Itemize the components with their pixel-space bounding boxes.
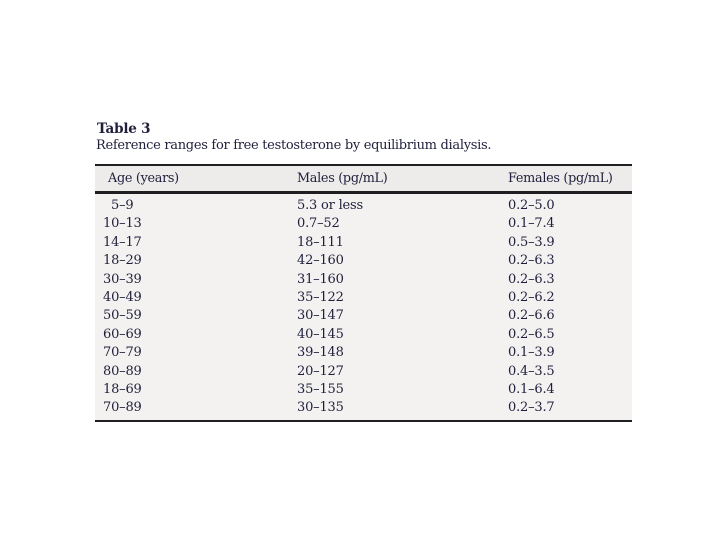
cell-males: 5.3 or less [297,198,363,213]
table-label: Table 3 [97,121,151,137]
cell-males: 39–148 [297,345,344,361]
table-row: 50–59 30–147 0.2–6.6 [95,307,632,325]
table-figure: Table 3 Reference ranges for free testos… [95,121,632,422]
cell-age: 70–79 [103,345,142,361]
cell-females: 0.1–7.4 [508,216,555,232]
table-row: 5–9 5.3 or less 0.2–5.0 [95,197,632,215]
table-row: 18–69 35–155 0.1–6.4 [95,381,632,399]
cell-females: 0.2–6.3 [508,271,555,287]
cell-age: 60–69 [103,326,142,342]
cell-females: 0.2–6.2 [508,289,555,305]
table-row: 70–89 30–135 0.2–3.7 [95,399,632,417]
table-header-row: Age (years) Males (pg/mL) Females (pg/mL… [95,166,632,191]
cell-females: 0.4–3.5 [508,363,555,379]
table-caption: Reference ranges for free testosterone b… [96,138,492,153]
cell-age: 50–59 [103,308,142,324]
table-row: 10–13 0.7–52 0.1–7.4 [95,215,632,233]
table-body: 5–9 5.3 or less 0.2–5.0 10–13 0.7–52 0.1–7.4 1… [95,194,632,420]
cell-males: 18–111 [297,234,344,250]
cell-females: 0.2–6.5 [508,326,555,342]
cell-females: 0.1–6.4 [508,381,555,397]
table-bottom-rule [95,419,632,422]
table-row: 80–89 20–127 0.4–3.5 [95,363,632,381]
cell-males: 0.7–52 [297,216,340,232]
table-row: 70–79 39–148 0.1–3.9 [95,344,632,362]
column-header-females: Females (pg/mL) [508,171,613,186]
cell-females: 0.1–3.9 [508,345,555,361]
cell-age: 30–39 [103,271,142,287]
cell-males: 30–135 [297,400,344,416]
cell-males: 20–127 [297,363,344,379]
cell-females: 0.5–3.9 [508,234,555,250]
cell-age: 14–17 [103,234,142,250]
cell-males: 35–122 [297,289,344,305]
table-row: 40–49 35–122 0.2–6.2 [95,289,632,307]
cell-males: 40–145 [297,326,344,342]
cell-females: 0.2–6.6 [508,308,555,324]
reference-table: Age (years) Males (pg/mL) Females (pg/mL… [95,164,632,422]
table-row: 60–69 40–145 0.2–6.5 [95,326,632,344]
cell-age: 18–69 [103,381,142,397]
cell-age: 10–13 [103,216,142,232]
cell-age: 70–89 [103,400,142,416]
cell-males: 30–147 [297,308,344,324]
cell-age: 40–49 [103,289,142,305]
cell-males: 31–160 [297,271,344,287]
cell-males: 35–155 [297,381,344,397]
table-row: 30–39 31–160 0.2–6.3 [95,271,632,289]
cell-age: 80–89 [103,363,142,379]
column-header-males: Males (pg/mL) [297,171,388,186]
cell-age: 5–9 [111,198,134,213]
column-header-age: Age (years) [108,171,179,186]
cell-females: 0.2–3.7 [508,400,555,416]
table-header-rule [95,191,632,194]
table-row: 14–17 18–111 0.5–3.9 [95,234,632,252]
cell-females: 0.2–5.0 [508,198,555,213]
table-row: 18–29 42–160 0.2–6.3 [95,252,632,270]
table-top-rule [95,164,632,166]
cell-males: 42–160 [297,253,344,269]
cell-females: 0.2–6.3 [508,253,555,269]
cell-age: 18–29 [103,253,142,269]
